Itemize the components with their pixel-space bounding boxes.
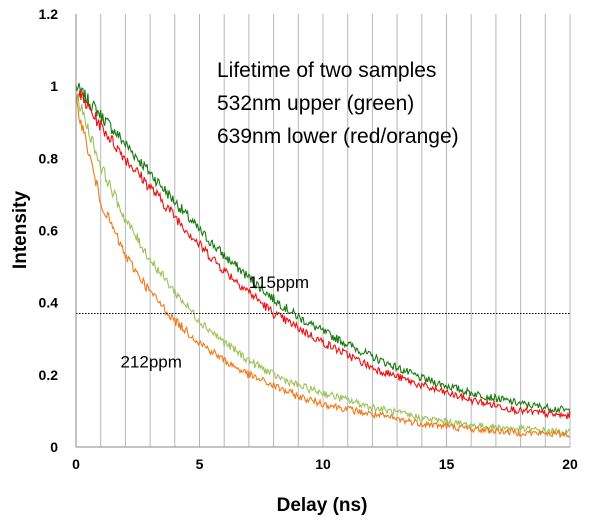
annotation-line-3: 639nm lower (red/orange) [217, 125, 459, 148]
x-tick-label: 10 [315, 456, 331, 472]
x-tick-label: 15 [439, 456, 455, 472]
series-line-3 [75, 93, 571, 439]
series-line-0 [75, 82, 571, 415]
series-line-1 [75, 89, 571, 420]
x-tick-label: 20 [562, 456, 578, 472]
annotation-line-2: 532nm upper (green) [217, 92, 414, 115]
x-axis-title: Delay (ns) [277, 495, 368, 516]
y-tick-label: 0.6 [39, 223, 59, 239]
data-series [75, 82, 571, 439]
y-tick-label: 0 [50, 439, 58, 455]
y-tick-label: 0.8 [39, 150, 59, 166]
y-tick-labels: 0 0.2 0.4 0.6 0.8 1 1.2 [39, 6, 59, 455]
x-tick-label: 5 [196, 456, 204, 472]
y-tick-label: 0.4 [39, 295, 59, 311]
x-tick-labels: 0 5 10 15 20 [72, 456, 578, 472]
y-tick-label: 1 [50, 78, 58, 94]
vertical-gridlines [100, 14, 571, 447]
annotation-line-1: Lifetime of two samples [217, 59, 436, 82]
y-axis-title: Intensity [10, 191, 31, 270]
y-tick-label: 1.2 [39, 6, 59, 22]
label-212ppm: 212ppm [120, 353, 181, 372]
label-115ppm: 115ppm [249, 273, 309, 292]
y-tick-label: 0.2 [39, 367, 59, 383]
x-tick-label: 0 [72, 456, 80, 472]
